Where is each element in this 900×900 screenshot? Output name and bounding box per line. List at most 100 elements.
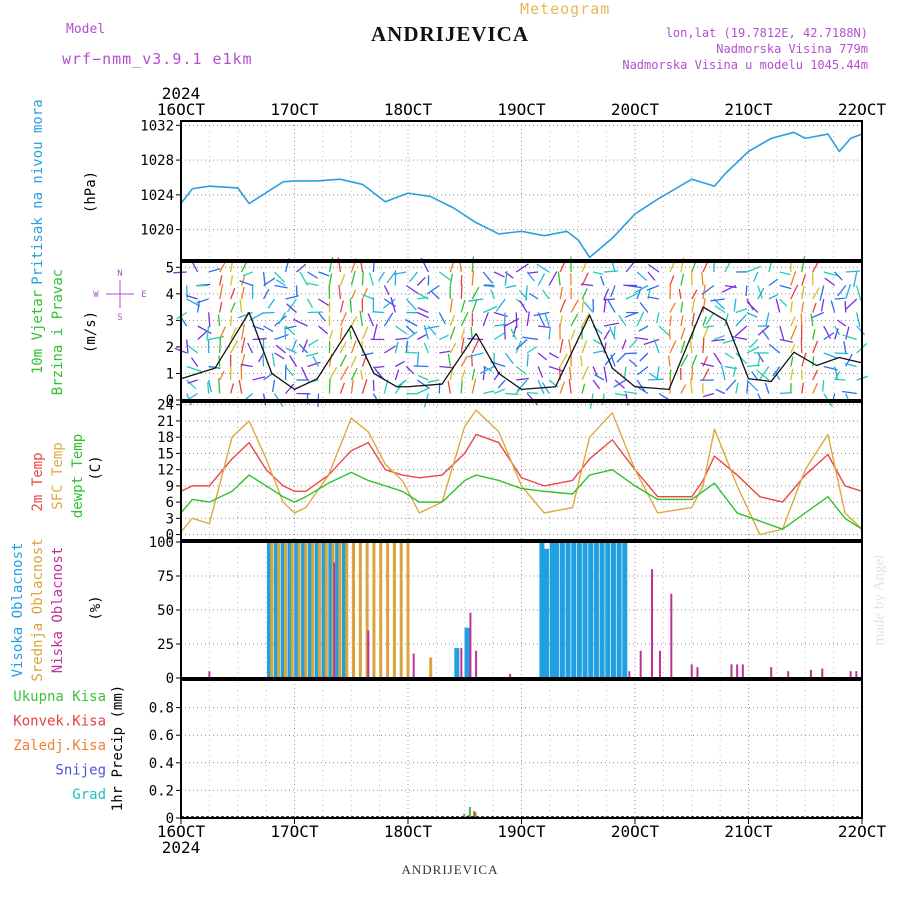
- wind-arrow: [460, 380, 463, 394]
- wind-arrow: [647, 271, 656, 281]
- cloud-bar: [386, 542, 390, 678]
- wind-arrow: [262, 288, 270, 300]
- wind-arrow: [603, 288, 610, 300]
- wind-arrow: [702, 316, 707, 327]
- cloud-bar: [290, 542, 294, 678]
- wind-arrow: [811, 311, 824, 319]
- wind-arrow: [594, 374, 605, 381]
- wind-arrow: [460, 299, 466, 313]
- wind-arrow: [338, 284, 342, 300]
- cloud-bar: [787, 671, 790, 678]
- wind-arrow: [359, 310, 364, 327]
- wind-arrow: [219, 261, 227, 273]
- wind-arrow: [262, 353, 265, 367]
- wind-arrow: [700, 362, 715, 368]
- wind-arrow: [715, 388, 726, 395]
- wind-arrow: [241, 262, 247, 273]
- wind-arrow: [515, 339, 528, 350]
- wind-arrow: [307, 271, 318, 279]
- wind-arrow: [493, 271, 505, 278]
- wind-arrow: [197, 330, 208, 340]
- y-tick-label: 0: [166, 811, 174, 827]
- cloud-bar: [599, 542, 605, 678]
- wind-arrow: [460, 328, 465, 340]
- y-tick-label: 0.8: [149, 701, 174, 717]
- cloud-bar: [475, 650, 478, 678]
- wind-arrow: [537, 366, 544, 378]
- wind-arrow: [830, 300, 836, 313]
- cloud-bar: [352, 542, 356, 678]
- cloud-bar: [554, 542, 560, 678]
- cloud-bar: [454, 648, 460, 678]
- cloud-bar: [741, 664, 744, 678]
- wind-arrow: [733, 298, 737, 312]
- wind-arrow: [229, 383, 235, 394]
- wind-arrow: [240, 363, 253, 368]
- wind-arrow: [548, 352, 559, 359]
- wind-arrow: [467, 337, 484, 341]
- panel-frame-clouds: [180, 541, 863, 679]
- wind-arrow: [580, 355, 583, 367]
- wind-arrow: [349, 329, 353, 340]
- wind-arrow: [801, 285, 805, 300]
- wind-arrow: [378, 271, 385, 282]
- wind-arrow: [285, 366, 294, 377]
- x-tick-label-top: 20OCT: [611, 100, 660, 119]
- wind-arrow: [275, 344, 286, 354]
- wind-arrow: [526, 346, 537, 354]
- wind-arrow: [490, 289, 495, 300]
- wind-arrow: [568, 339, 572, 354]
- wind-arrow: [439, 365, 455, 369]
- wind-arrow: [187, 345, 199, 354]
- wind-arrow: [207, 381, 210, 394]
- wind-arrow: [790, 301, 793, 313]
- y-tick-label: 0.4: [149, 756, 174, 772]
- wind-arrow: [648, 263, 660, 273]
- wind-arrow: [568, 366, 572, 381]
- x-tick-label-bottom: 18OCT: [384, 822, 433, 841]
- wind-arrow: [761, 329, 770, 340]
- x-tick-label-bottom: 17OCT: [270, 822, 319, 841]
- info-model-elevation: Nadmorska Visina u modelu 1045.44m: [622, 58, 868, 72]
- wind-arrow: [609, 326, 616, 340]
- wind-arrow: [217, 314, 221, 327]
- cloud-bar: [399, 542, 403, 678]
- wind-arrow: [636, 271, 648, 282]
- wind-arrow: [417, 306, 429, 314]
- wind-arrow: [702, 297, 706, 313]
- x-tick-label-top: 21OCT: [724, 100, 773, 119]
- chart-title: ANDRIJEVICA: [370, 22, 529, 46]
- cloud-bar: [622, 542, 628, 678]
- wind-arrow: [285, 325, 297, 330]
- wind-arrow: [710, 298, 725, 302]
- cloud-bar: [610, 542, 616, 678]
- wind-arrow: [844, 300, 847, 313]
- wind-arrow: [689, 337, 693, 354]
- wind-arrow: [339, 274, 346, 286]
- wind-arrow: [702, 356, 709, 367]
- wind-arrow: [460, 312, 469, 327]
- wind-arrow: [409, 271, 418, 283]
- precip-bar: [473, 811, 476, 818]
- cloud-bar: [539, 542, 545, 678]
- wind-arrow: [669, 302, 676, 313]
- wind-arrow: [230, 340, 239, 354]
- wind-arrow: [647, 378, 664, 381]
- wind-arrow: [267, 298, 276, 309]
- wind-arrow: [528, 271, 539, 274]
- wind-arrow: [713, 335, 725, 341]
- ylabel-pressure-unit: (hPa): [83, 171, 99, 213]
- cloud-bar: [565, 542, 571, 678]
- cloud-bar: [582, 542, 588, 678]
- wind-arrow: [439, 350, 451, 354]
- wind-arrow: [339, 382, 345, 394]
- wind-arrow: [510, 328, 517, 340]
- wind-arrow: [372, 379, 375, 392]
- ylabel-wind-2: Brzina i Pravac: [50, 269, 66, 395]
- wind-arrow: [623, 390, 638, 395]
- wind-arrow: [317, 312, 326, 322]
- wind-arrow: [368, 272, 375, 286]
- wind-arrow: [691, 297, 696, 313]
- wind-arrow: [790, 284, 799, 300]
- wind-arrow: [570, 299, 579, 313]
